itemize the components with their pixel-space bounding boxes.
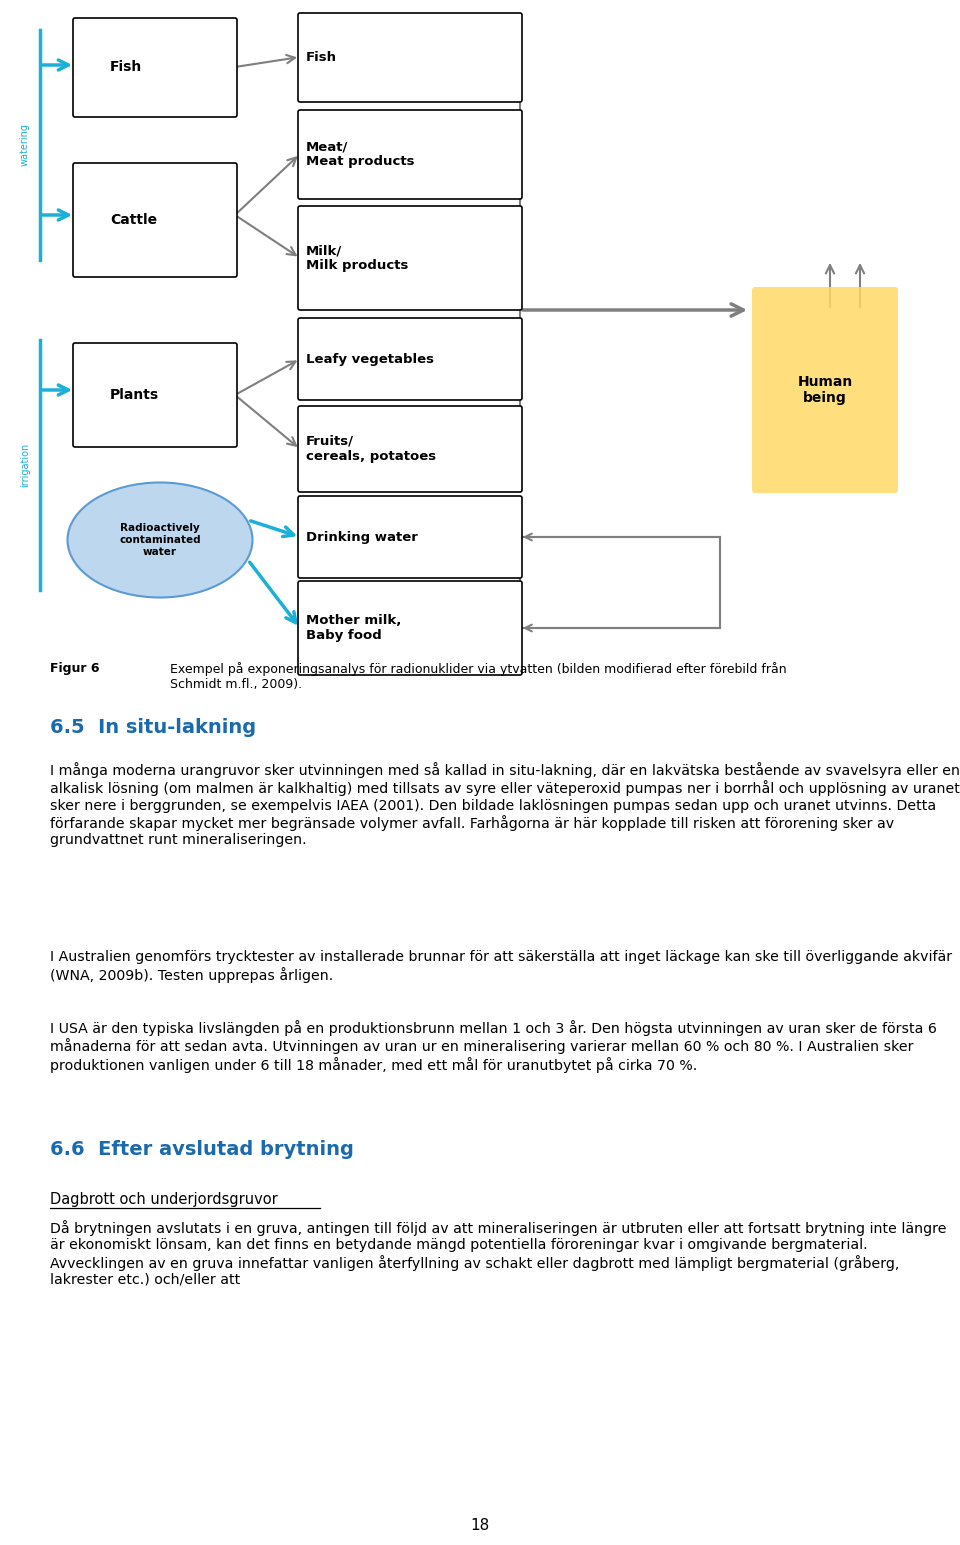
FancyBboxPatch shape: [752, 287, 898, 493]
FancyBboxPatch shape: [298, 205, 522, 311]
FancyBboxPatch shape: [298, 581, 522, 675]
Text: Exempel på exponeringsanalys för radionuklider via ytvatten (bilden modifierad e: Exempel på exponeringsanalys för radionu…: [170, 661, 786, 691]
FancyBboxPatch shape: [73, 19, 237, 117]
Ellipse shape: [67, 482, 252, 598]
Text: Figur 6: Figur 6: [50, 661, 100, 675]
Text: Radioactively
contaminated
water: Radioactively contaminated water: [119, 524, 201, 556]
Text: 6.5  In situ-lakning: 6.5 In situ-lakning: [50, 718, 256, 737]
Text: Milk/
Milk products: Milk/ Milk products: [306, 244, 408, 272]
Text: Mother milk,
Baby food: Mother milk, Baby food: [306, 613, 401, 643]
Text: Då brytningen avslutats i en gruva, antingen till följd av att mineraliseringen : Då brytningen avslutats i en gruva, anti…: [50, 1221, 947, 1287]
Text: Meat/
Meat products: Meat/ Meat products: [306, 141, 415, 168]
FancyBboxPatch shape: [298, 318, 522, 400]
Text: irrigation: irrigation: [20, 443, 30, 487]
Text: I Australien genomförs trycktester av installerade brunnar för att säkerställa a: I Australien genomförs trycktester av in…: [50, 950, 952, 983]
Text: I USA är den typiska livslängden på en produktionsbrunn mellan 1 och 3 år. Den h: I USA är den typiska livslängden på en p…: [50, 1020, 937, 1074]
Text: Drinking water: Drinking water: [306, 530, 418, 544]
Text: watering: watering: [20, 124, 30, 167]
Text: Fish: Fish: [306, 51, 337, 63]
Text: 18: 18: [470, 1517, 490, 1533]
Text: Cattle: Cattle: [110, 213, 157, 227]
Text: 6.6  Efter avslutad brytning: 6.6 Efter avslutad brytning: [50, 1140, 354, 1159]
FancyBboxPatch shape: [298, 110, 522, 199]
Text: Plants: Plants: [110, 388, 159, 402]
Text: Fish: Fish: [110, 60, 142, 74]
Text: Leafy vegetables: Leafy vegetables: [306, 352, 434, 366]
FancyBboxPatch shape: [73, 164, 237, 277]
Text: I många moderna urangruvor sker utvinningen med så kallad in situ-lakning, där e: I många moderna urangruvor sker utvinnin…: [50, 762, 960, 848]
FancyBboxPatch shape: [73, 343, 237, 447]
Text: Dagbrott och underjordsgruvor: Dagbrott och underjordsgruvor: [50, 1193, 277, 1207]
FancyBboxPatch shape: [298, 12, 522, 102]
Text: Fruits/
cereals, potatoes: Fruits/ cereals, potatoes: [306, 436, 436, 463]
Text: Human
being: Human being: [798, 375, 852, 405]
FancyBboxPatch shape: [298, 496, 522, 578]
FancyBboxPatch shape: [298, 406, 522, 491]
